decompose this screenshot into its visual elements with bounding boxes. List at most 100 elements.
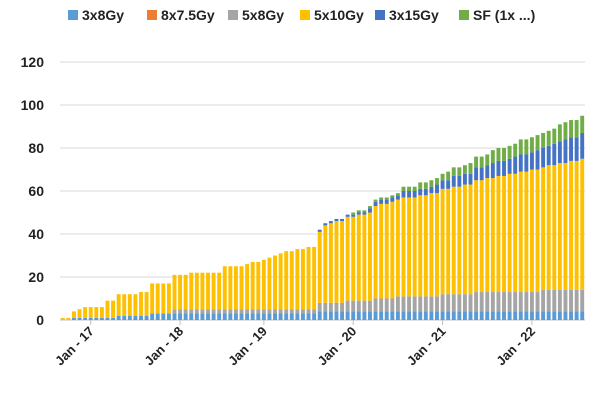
bar-segment bbox=[401, 197, 406, 297]
bar-segment bbox=[278, 309, 283, 314]
bar-segment bbox=[513, 173, 518, 293]
bar-segment bbox=[563, 289, 568, 312]
bar-segment bbox=[557, 124, 562, 142]
bar-segment bbox=[183, 274, 188, 310]
bar-segment bbox=[451, 311, 456, 320]
y-tick-label: 20 bbox=[28, 269, 44, 285]
bar-segment bbox=[479, 167, 484, 181]
bar-segment bbox=[340, 311, 344, 320]
bar-segment bbox=[217, 272, 222, 310]
bar-segment bbox=[518, 292, 523, 312]
bar-segment bbox=[485, 311, 490, 320]
bar-segment bbox=[490, 311, 495, 320]
bar-segment bbox=[178, 274, 183, 310]
bar-segment bbox=[379, 311, 384, 320]
bar-segment bbox=[77, 309, 82, 318]
bar-segment bbox=[384, 199, 389, 204]
legend-swatch bbox=[147, 10, 157, 20]
bar-segment bbox=[301, 313, 305, 320]
bar-segment bbox=[172, 309, 177, 314]
legend-label: 3x15Gy bbox=[389, 7, 439, 23]
bar-segment bbox=[468, 163, 473, 174]
bar-segment bbox=[379, 197, 384, 200]
bar-segment bbox=[273, 309, 277, 314]
bar-segment bbox=[507, 311, 512, 320]
bar-segment bbox=[72, 317, 76, 320]
bar-segment bbox=[529, 152, 534, 170]
bar-segment bbox=[440, 294, 445, 312]
bar-segment bbox=[569, 120, 573, 138]
bar-segment bbox=[457, 186, 462, 295]
bar-segment bbox=[245, 309, 250, 314]
bar-segment bbox=[440, 311, 445, 320]
bar-segment bbox=[485, 178, 490, 293]
bar-segment bbox=[496, 175, 501, 293]
bar-segment bbox=[379, 199, 384, 204]
bar-segment bbox=[233, 309, 238, 314]
bar-segment bbox=[211, 272, 216, 310]
bar-segment bbox=[222, 309, 227, 314]
bar-segment bbox=[401, 296, 406, 312]
bar-segment bbox=[111, 317, 116, 320]
bar-segment bbox=[535, 135, 540, 151]
bar-segment bbox=[502, 160, 506, 176]
bar-segment bbox=[317, 229, 322, 232]
bar-segment bbox=[496, 148, 501, 161]
bar-segment bbox=[228, 266, 233, 310]
bar-segment bbox=[580, 132, 585, 159]
bar-segment bbox=[563, 163, 568, 290]
bar-segment bbox=[334, 221, 339, 303]
bar-segment bbox=[245, 264, 250, 310]
bar-segment bbox=[328, 311, 333, 320]
bar-segment bbox=[328, 223, 333, 303]
bar-segment bbox=[418, 195, 423, 297]
y-tick-label: 0 bbox=[36, 312, 44, 328]
bar-segment bbox=[194, 272, 199, 310]
bar-segment bbox=[395, 296, 400, 312]
bar-segment bbox=[362, 311, 367, 320]
bar-segment bbox=[127, 294, 132, 316]
bar-segment bbox=[340, 218, 344, 222]
bar-segment bbox=[435, 193, 439, 297]
legend-swatch bbox=[228, 10, 238, 20]
bar-segment bbox=[563, 311, 568, 320]
bar-segment bbox=[462, 173, 467, 185]
bar-segment bbox=[155, 283, 160, 314]
bar-segment bbox=[133, 294, 138, 316]
legend-swatch bbox=[68, 10, 78, 20]
bar-segment bbox=[122, 315, 127, 320]
bar-segment bbox=[496, 292, 501, 312]
bar-segment bbox=[401, 186, 406, 191]
bar-segment bbox=[362, 214, 367, 301]
bar-segment bbox=[206, 313, 210, 320]
bar-segment bbox=[569, 289, 573, 312]
bar-segment bbox=[563, 122, 568, 140]
legend-label: 3x8Gy bbox=[82, 7, 124, 23]
bar-segment bbox=[379, 203, 384, 299]
bar-segment bbox=[189, 272, 194, 310]
bar-segment bbox=[412, 191, 417, 198]
bar-segment bbox=[200, 313, 205, 320]
gridlines bbox=[60, 61, 585, 321]
bar-segment bbox=[94, 317, 99, 320]
bar-segment bbox=[563, 139, 568, 164]
bar-segment bbox=[474, 292, 479, 312]
bar-segment bbox=[261, 313, 266, 320]
bar-segment bbox=[362, 210, 367, 213]
bar-segment bbox=[541, 167, 546, 290]
bar-segment bbox=[395, 311, 400, 320]
bar-segment bbox=[99, 307, 104, 318]
bar-segment bbox=[384, 311, 389, 320]
bar-segment bbox=[580, 158, 585, 290]
bar-segment bbox=[284, 251, 289, 310]
bar-segment bbox=[351, 311, 356, 320]
bar-segment bbox=[328, 302, 333, 312]
bar-segment bbox=[111, 300, 116, 318]
bar-segment bbox=[373, 298, 378, 312]
bar-segment bbox=[356, 212, 361, 215]
bar-segment bbox=[502, 292, 506, 312]
bar-segment bbox=[306, 313, 311, 320]
bar-segment bbox=[529, 292, 534, 312]
bar-segment bbox=[541, 289, 546, 312]
